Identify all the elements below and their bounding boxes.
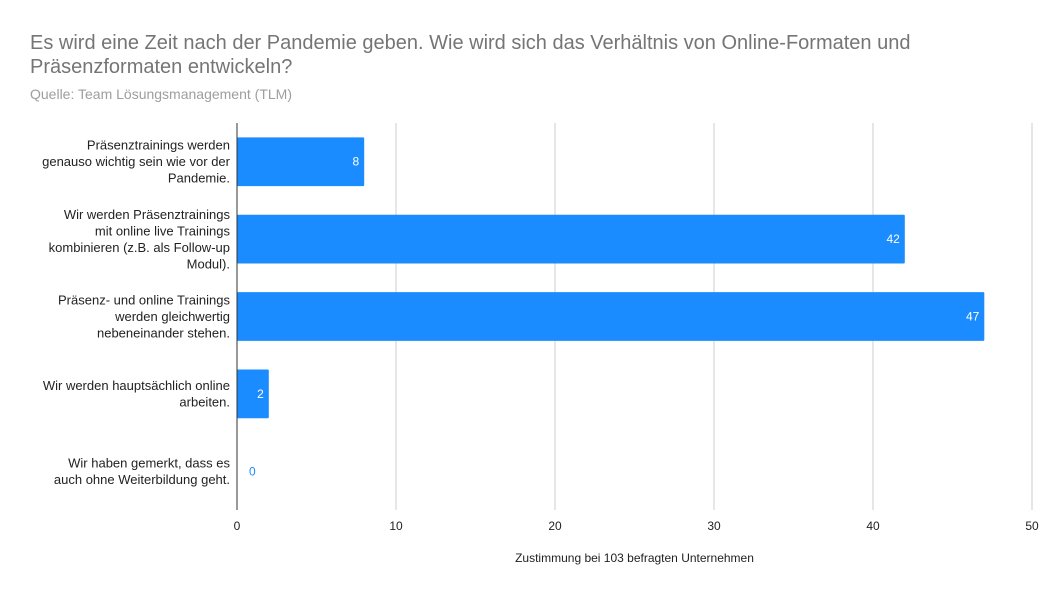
x-tick-label: 50 (1025, 519, 1039, 533)
category-label-line: genauso wichtig sein wie vor der (42, 154, 231, 169)
x-axis-title: Zustimmung bei 103 befragten Unternehmen (515, 551, 754, 565)
data-label: 47 (966, 310, 980, 324)
chart-subtitle: Quelle: Team Lösungsmanagement (TLM) (30, 86, 292, 102)
category-label: Präsenz- und online Trainings werden glei… (58, 293, 230, 341)
category-label-line: werden gleichwertig (114, 309, 230, 324)
category-label: Wir werden hauptsächlich online arbeiten. (43, 378, 230, 410)
data-label: 42 (886, 232, 900, 246)
category-label: Präsenztrainings werden genauso wichtig s… (42, 138, 231, 186)
category-label-line: Wir werden Präsenztrainings (64, 207, 231, 222)
x-tick-label: 10 (389, 519, 403, 533)
bar (237, 369, 269, 419)
category-label-line: auch ohne Weiterbildung geht. (54, 472, 230, 487)
bar (237, 137, 365, 187)
category-label-line: Wir haben gemerkt, dass es (68, 456, 230, 471)
x-tick-label: 20 (548, 519, 562, 533)
x-tick-label: 30 (707, 519, 721, 533)
category-label-line: Pandemie. (168, 171, 230, 186)
category-label-line: Wir werden hauptsächlich online (43, 378, 230, 393)
category-label-line: kombinieren (z.B. als Follow-up (49, 240, 230, 255)
x-tick-label: 40 (866, 519, 880, 533)
bar (237, 292, 985, 341)
chart-title: Es wird eine Zeit nach der Pandemie gebe… (30, 32, 911, 78)
category-label-line: arbeiten. (179, 395, 230, 410)
category-label-line: Präsenz- und online Trainings (58, 293, 230, 308)
category-label-line: mit online live Trainings (95, 223, 231, 238)
data-label: 2 (257, 387, 264, 401)
category-label-line: Modul). (187, 256, 230, 271)
category-label-line: Präsenztrainings werden (87, 138, 230, 153)
x-tick-label: 0 (234, 519, 241, 533)
data-label: 8 (353, 155, 360, 169)
data-label: 0 (249, 464, 256, 478)
bar (237, 214, 905, 264)
category-label: Wir werden Präsenztrainings mit online li… (49, 207, 231, 272)
category-label: Wir haben gemerkt, dass es auch ohne Weit… (54, 456, 231, 488)
category-label-line: nebeneinander stehen. (97, 326, 230, 341)
